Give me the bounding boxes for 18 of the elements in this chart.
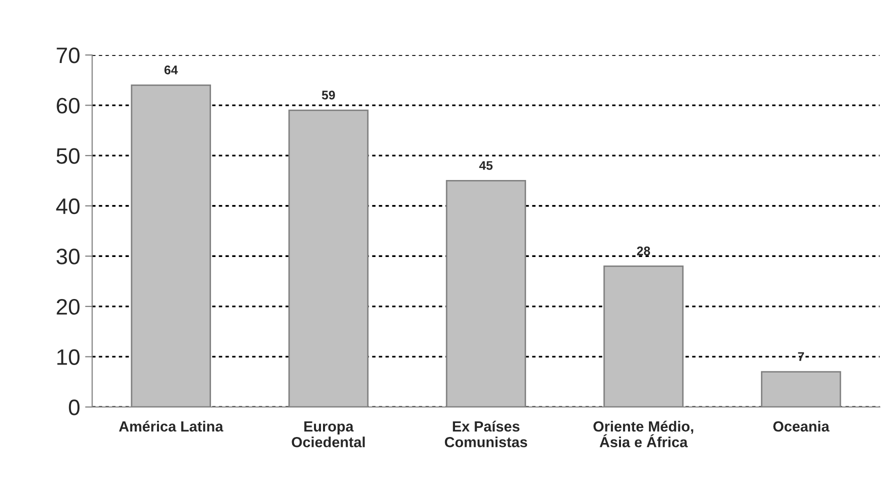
data-label: 59 xyxy=(322,90,335,100)
y-tick-label: 30 xyxy=(56,248,80,264)
y-tick-label: 40 xyxy=(56,198,80,214)
x-tick-label: América Latina xyxy=(119,420,224,432)
y-tick-label: 60 xyxy=(56,98,80,114)
x-tick-label: Europa Ociedental xyxy=(292,421,365,448)
data-label: 45 xyxy=(479,161,493,170)
y-tick-label: 70 xyxy=(56,48,80,64)
x-tick-label: Oriente Médio, Ásia e África xyxy=(593,420,694,448)
x-tick-label: Ex Países Comunistas xyxy=(444,420,528,448)
y-tick-label: 20 xyxy=(56,298,80,315)
data-label: 7 xyxy=(798,352,804,361)
data-label: 28 xyxy=(636,246,650,256)
data-label: 64 xyxy=(164,66,178,74)
y-tick-label: 0 xyxy=(68,400,80,416)
y-tick-label: 10 xyxy=(57,349,80,365)
y-tick-label: 50 xyxy=(56,148,80,164)
x-tick-label: Oceania xyxy=(773,420,830,432)
